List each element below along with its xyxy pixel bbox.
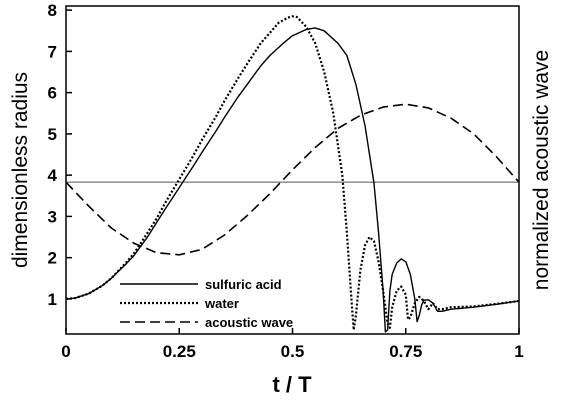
x-tick-label: 1 bbox=[514, 342, 523, 361]
y-axis-right-title: normalized acoustic wave bbox=[530, 50, 553, 290]
y-tick-label: 4 bbox=[48, 166, 58, 185]
x-tick-label: 0.75 bbox=[389, 342, 422, 361]
y-axis-title: dimensionless radius bbox=[9, 72, 32, 268]
x-tick-label: 0 bbox=[61, 342, 70, 361]
y-tick-label: 7 bbox=[48, 42, 57, 61]
plot-area bbox=[65, 5, 520, 335]
y-tick-label: 5 bbox=[48, 125, 57, 144]
x-tick-label: 0.25 bbox=[163, 342, 196, 361]
legend-label-acoustic-wave: acoustic wave bbox=[205, 315, 293, 330]
series-line-water bbox=[65, 15, 520, 331]
y-tick-label: 6 bbox=[48, 84, 57, 103]
legend-label-sulfuric-acid: sulfuric acid bbox=[205, 277, 282, 292]
y-tick-label: 3 bbox=[48, 207, 57, 226]
y-tick-label: 1 bbox=[48, 290, 57, 309]
x-axis-title: t / T bbox=[272, 372, 312, 397]
legend-label-water: water bbox=[204, 296, 239, 311]
y-tick-label: 2 bbox=[48, 249, 57, 268]
y-tick-label: 8 bbox=[48, 1, 57, 20]
series-line-acoustic-wave bbox=[65, 103, 520, 256]
x-tick-label: 0.5 bbox=[281, 342, 305, 361]
series-line-sulfuric-acid bbox=[65, 27, 520, 333]
legend: sulfuric acid water acoustic wave bbox=[120, 277, 293, 330]
